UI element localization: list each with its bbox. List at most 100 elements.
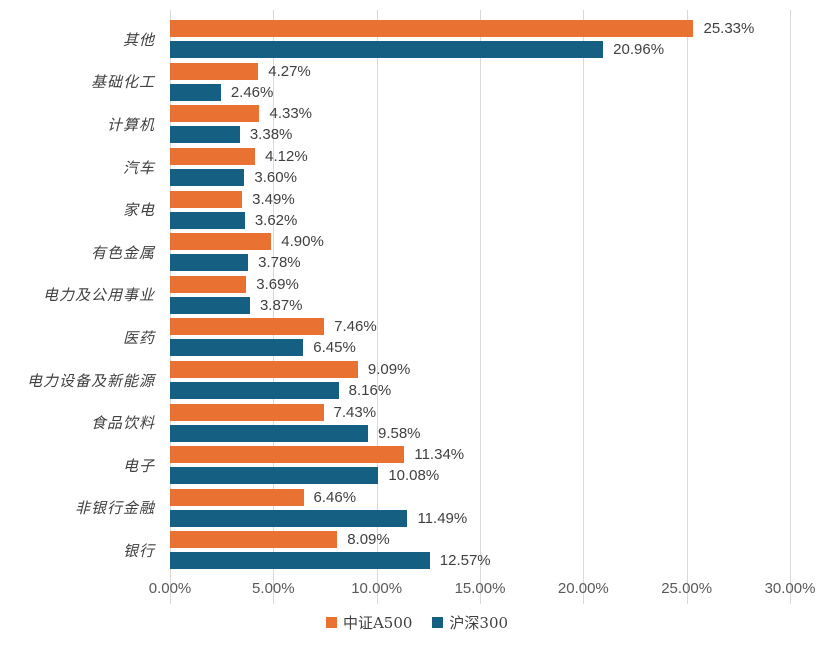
plot-area: 25.33% 20.96% 4.27% 2.46% 4.33% 3.38% 4.12% 3.6… — [149, 10, 815, 604]
bar-csi-a500 — [170, 531, 338, 549]
bar-csi-a500 — [170, 361, 358, 379]
x-tick-label: 25.00% — [661, 579, 713, 597]
bar-hs300 — [170, 382, 339, 400]
legend-item: 沪深300 — [432, 612, 508, 633]
bar-value-label: 4.12% — [265, 148, 308, 166]
bar-value-label: 8.09% — [347, 531, 390, 549]
bar-csi-a500 — [170, 148, 256, 166]
category-label: 银行 — [122, 541, 155, 560]
bar-value-label: 3.78% — [258, 254, 301, 272]
bar-hs300 — [170, 169, 245, 187]
bar-row: 4.12% 3.60% — [170, 146, 790, 189]
bar-line: 20.96% — [170, 41, 790, 59]
bar-line: 3.49% — [170, 190, 790, 208]
bar-line: 6.46% — [170, 488, 790, 506]
legend-label: 中证A500 — [342, 613, 413, 632]
bar-value-label: 9.09% — [367, 361, 411, 379]
bar-line: 4.90% — [170, 233, 790, 251]
bar-value-label: 3.49% — [252, 190, 295, 208]
bar-line: 11.49% — [170, 509, 790, 527]
bar-line: 2.46% — [170, 83, 790, 101]
bar-row: 7.46% 6.45% — [170, 316, 790, 359]
bar-value-label: 2.46% — [230, 83, 274, 101]
legend-swatch-icon — [432, 616, 444, 628]
category-label: 汽车 — [122, 158, 155, 177]
category-label: 非银行金融 — [74, 499, 155, 518]
bar-csi-a500 — [170, 318, 325, 336]
bar-value-label: 7.46% — [334, 318, 377, 336]
bar-value-label: 10.08% — [388, 467, 440, 485]
bar-line: 25.33% — [170, 20, 790, 38]
bar-line: 7.46% — [170, 318, 790, 336]
bar-line: 12.57% — [170, 552, 790, 570]
category-label: 食品饮料 — [90, 414, 155, 433]
bar-line: 3.69% — [170, 275, 790, 293]
bar-csi-a500 — [170, 62, 259, 80]
bar-row: 9.09% 8.16% — [170, 359, 790, 402]
bar-row: 3.69% 3.87% — [170, 274, 790, 317]
bar-line: 10.08% — [170, 467, 790, 485]
bar-value-label: 11.34% — [414, 446, 465, 464]
bar-hs300 — [170, 509, 408, 527]
bar-value-label: 25.33% — [703, 20, 755, 38]
bar-row: 7.43% 9.58% — [170, 401, 790, 444]
bar-value-label: 12.57% — [439, 552, 491, 570]
bar-rows: 25.33% 20.96% 4.27% 2.46% 4.33% 3.38% 4.12% 3.6… — [170, 10, 790, 572]
category-label: 电力及公用事业 — [42, 286, 155, 305]
bar-value-label: 3.62% — [254, 211, 298, 229]
bar-csi-a500 — [170, 105, 260, 123]
bar-csi-a500 — [170, 233, 272, 251]
bar-line: 3.38% — [170, 126, 790, 144]
bar-csi-a500 — [170, 403, 324, 421]
bar-row: 4.90% 3.78% — [170, 231, 790, 274]
x-tick-label: 0.00% — [148, 579, 192, 597]
bar-value-label: 7.43% — [333, 403, 377, 421]
category-labels: 其他 基础化工 计算机 汽车 家电 有色金属 电力及公用事业 医药 电力设备及新能源 食品饮料 电子… — [10, 10, 170, 604]
bar-value-label: 20.96% — [613, 41, 665, 59]
bar-line: 3.60% — [170, 169, 790, 187]
bar-csi-a500 — [170, 20, 694, 38]
bar-hs300 — [170, 83, 221, 101]
bar-value-label: 4.33% — [269, 105, 313, 123]
bar-csi-a500 — [170, 488, 304, 506]
bar-hs300 — [170, 424, 368, 442]
chart-body: 其他 基础化工 计算机 汽车 家电 有色金属 电力及公用事业 医药 电力设备及新能源 食品饮料 电子… — [10, 10, 834, 604]
bar-row: 8.09% 12.57% — [170, 529, 790, 572]
category-label: 其他 — [122, 30, 155, 49]
bar-value-label: 11.49% — [417, 509, 468, 527]
bar-value-label: 6.45% — [313, 339, 356, 357]
bar-line: 4.12% — [170, 148, 790, 166]
bar-row: 4.27% 2.46% — [170, 61, 790, 104]
bar-hs300 — [170, 552, 430, 570]
bar-value-label: 3.60% — [254, 169, 297, 187]
x-tick-label: 5.00% — [252, 579, 295, 597]
gridline — [790, 10, 791, 604]
bar-csi-a500 — [170, 446, 405, 464]
legend: 中证A500 沪深300 — [10, 612, 824, 633]
legend-swatch-icon — [325, 616, 337, 628]
category-label: 电力设备及新能源 — [26, 371, 155, 390]
category-label: 有色金属 — [90, 243, 155, 262]
bar-value-label: 4.27% — [268, 62, 311, 80]
bar-value-label: 4.90% — [281, 233, 324, 251]
bar-value-label: 6.46% — [313, 488, 357, 506]
legend-label: 沪深300 — [449, 613, 509, 632]
bar-line: 3.62% — [170, 211, 790, 229]
category-label: 家电 — [122, 201, 155, 220]
category-label: 医药 — [122, 328, 155, 347]
bar-line: 9.09% — [170, 361, 790, 379]
bar-row: 6.46% 11.49% — [170, 487, 790, 530]
x-tick-label: 10.00% — [351, 579, 403, 597]
bar-hs300 — [170, 339, 304, 357]
bar-hs300 — [170, 296, 250, 314]
x-tick-label: 15.00% — [454, 579, 506, 597]
legend-item: 中证A500 — [325, 612, 413, 633]
category-label: 电子 — [122, 456, 155, 475]
bar-line: 3.87% — [170, 296, 790, 314]
bar-row: 3.49% 3.62% — [170, 188, 790, 231]
bar-value-label: 8.16% — [348, 382, 392, 400]
bar-hs300 — [170, 467, 379, 485]
bar-hs300 — [170, 254, 249, 272]
bar-line: 7.43% — [170, 403, 790, 421]
